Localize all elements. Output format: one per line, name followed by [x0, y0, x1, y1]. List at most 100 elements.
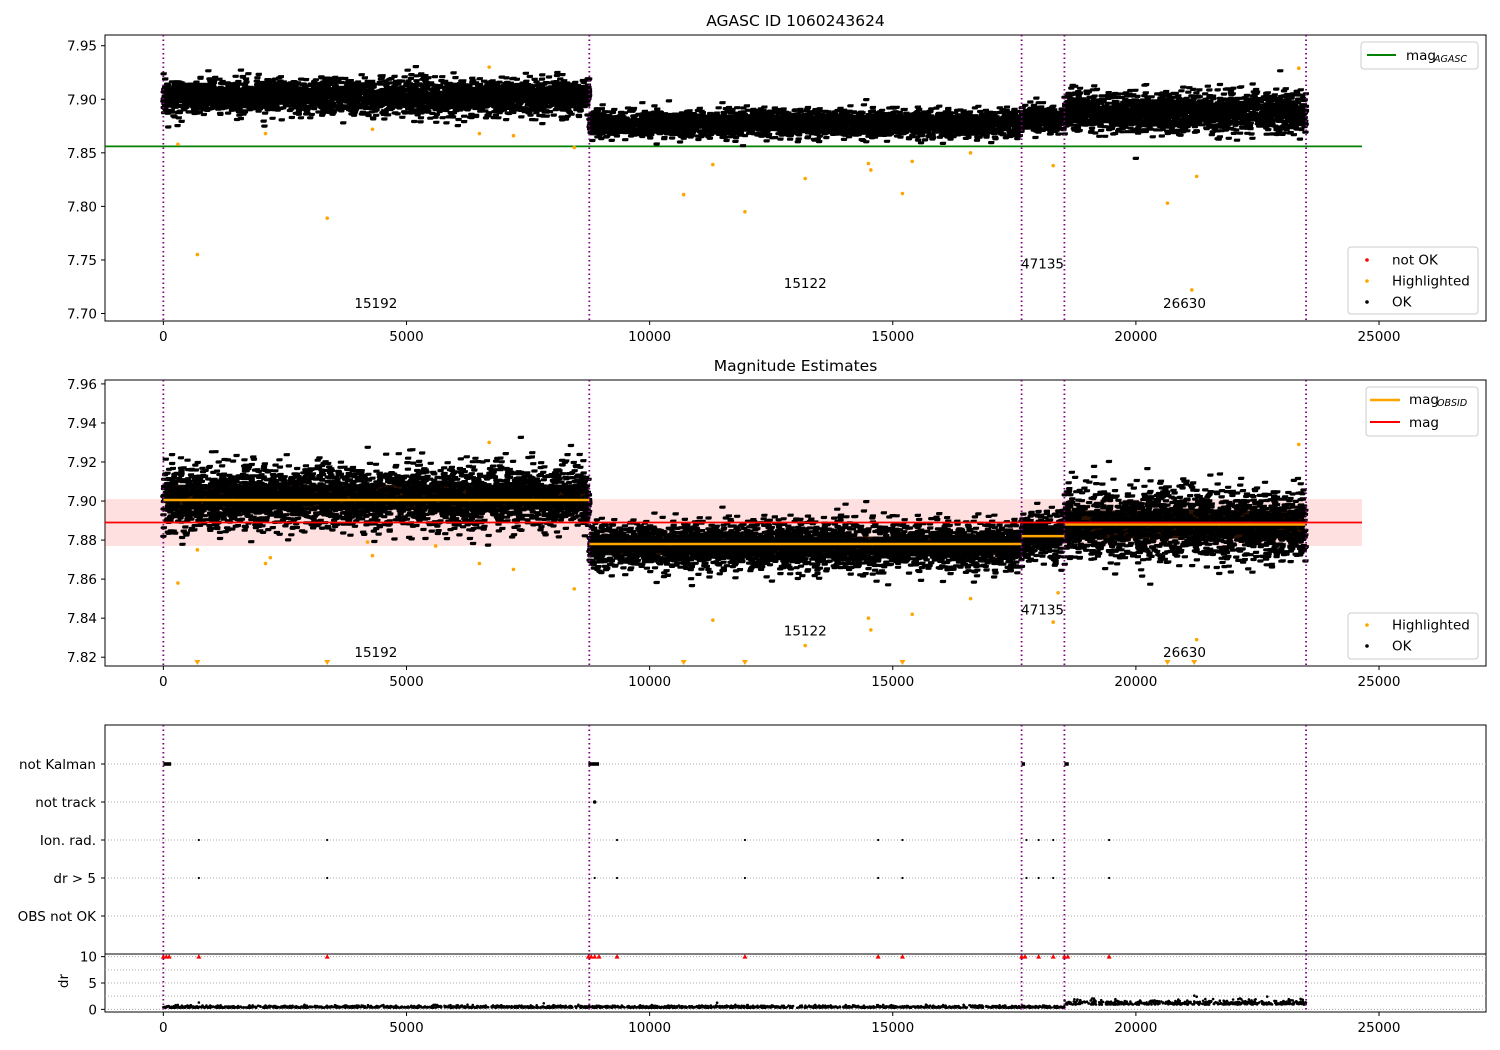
- flag-point: [743, 838, 747, 842]
- highlighted-point: [487, 440, 491, 445]
- clipped-highlighted-marker: [1191, 660, 1198, 665]
- highlighted-point: [1194, 174, 1199, 179]
- legend-marker: [1365, 279, 1369, 283]
- y-tick-label: 7.75: [67, 253, 97, 269]
- highlighted-point: [910, 612, 915, 617]
- legend-box: [1347, 246, 1479, 315]
- x-tick-label: 0: [159, 329, 168, 345]
- highlighted-point: [511, 133, 516, 138]
- x-tick-label: 25000: [1358, 674, 1401, 690]
- legend-label: mag: [1406, 48, 1436, 64]
- y-tick-label: 7.90: [67, 92, 97, 108]
- flag-point: [197, 876, 200, 880]
- highlighted-point: [711, 618, 715, 622]
- dr-capped-marker: [875, 954, 881, 959]
- highlighted-point: [477, 561, 482, 566]
- flag-point: [326, 838, 329, 842]
- flag-point: [615, 838, 619, 842]
- magnitude-estimates-panel: Magnitude Estimates 15192 15122 47135 26630 0…: [67, 357, 1487, 690]
- highlighted-point: [968, 151, 973, 155]
- legend-subscript: AGASC: [1433, 54, 1467, 65]
- dr-capped-marker: [1036, 954, 1042, 959]
- dr-capped-marker: [614, 954, 620, 959]
- y-tick-label: 7.80: [67, 199, 97, 215]
- highlighted-point: [1296, 442, 1301, 447]
- legend-marker: [1365, 623, 1369, 627]
- obsid-label: 47135: [1021, 257, 1064, 273]
- ok-points: [160, 65, 1310, 161]
- highlighted-point: [433, 544, 438, 548]
- clipped-highlighted-marker: [680, 660, 687, 665]
- flag-point: [593, 876, 596, 880]
- flag-point: [1025, 876, 1028, 880]
- highlighted-point: [263, 561, 268, 566]
- flag-category-label: not Kalman: [19, 757, 96, 773]
- x-tick-label: 15000: [871, 329, 914, 345]
- flags-panel: not Kalman not track Ion. rad. dr > 5 OBS no…: [18, 724, 1487, 955]
- legend-box: [1360, 41, 1479, 70]
- flag-category-label: not track: [35, 795, 96, 811]
- y-tick-label: 10: [80, 950, 97, 966]
- dr-point: [197, 1001, 201, 1004]
- legend-marker: [1365, 644, 1369, 648]
- highlighted-point: [1165, 201, 1170, 205]
- flag-segment: [1021, 762, 1026, 766]
- dr-panel: 0 5 10 dr 0 5000 10000 15000 20000 25000: [56, 950, 1487, 1036]
- x-tick-label: 25000: [1358, 329, 1401, 345]
- x-tick-label: 0: [159, 674, 168, 690]
- dr-capped-marker: [324, 954, 330, 959]
- x-tick-label: 0: [159, 1020, 168, 1036]
- flag-point: [901, 838, 904, 842]
- dr-capped-marker: [1065, 954, 1071, 959]
- axes-frame: [104, 34, 1487, 322]
- dr-point: [1195, 995, 1198, 999]
- y-tick-label: 7.90: [67, 494, 97, 510]
- highlighted-point: [1194, 637, 1199, 642]
- dr-capped-marker: [742, 954, 748, 959]
- flag-point: [877, 838, 880, 842]
- flag-segment: [588, 762, 600, 766]
- x-tick-label: 20000: [1114, 1020, 1157, 1036]
- dr-capped-marker: [592, 954, 598, 959]
- legend-label: mag: [1409, 415, 1439, 431]
- highlighted-point: [572, 145, 577, 150]
- highlighted-point: [195, 548, 200, 552]
- highlighted-point: [681, 192, 686, 197]
- highlighted-point: [968, 596, 973, 601]
- clipped-highlighted-marker: [1164, 660, 1171, 665]
- y-axis-label: dr: [56, 973, 72, 988]
- highlighted-point: [176, 142, 180, 147]
- flag-category-label: Ion. rad.: [40, 833, 96, 849]
- flag-category-label: OBS not OK: [18, 909, 98, 925]
- highlighted-point: [900, 191, 905, 196]
- obsid-label: 15122: [784, 276, 827, 292]
- obsid-label: 15122: [784, 624, 827, 640]
- flag-point: [1108, 838, 1111, 842]
- obsid-label: 47135: [1021, 602, 1064, 618]
- chart-title: AGASC ID 1060243624: [706, 12, 885, 30]
- x-tick-label: 15000: [871, 674, 914, 690]
- flag-point: [326, 876, 329, 880]
- highlighted-point: [325, 216, 330, 220]
- chart-title: Magnitude Estimates: [714, 357, 878, 375]
- dr-capped-marker: [1061, 954, 1067, 959]
- y-tick-label: 5: [88, 976, 97, 992]
- highlighted-point: [195, 252, 200, 257]
- x-tick-label: 10000: [628, 1020, 671, 1036]
- y-tick-label: 7.88: [67, 533, 97, 549]
- highlighted-point: [1296, 66, 1301, 71]
- legend-label: Highlighted: [1392, 618, 1470, 634]
- clipped-highlighted-marker: [741, 660, 748, 665]
- flag-segment: [163, 762, 172, 766]
- flag-point: [1025, 838, 1028, 842]
- x-tick-label: 5000: [389, 1020, 423, 1036]
- obsid-label: 15192: [354, 296, 397, 312]
- highlighted-point: [910, 159, 915, 164]
- highlighted-point: [370, 127, 375, 132]
- y-tick-label: 7.82: [67, 650, 97, 666]
- highlighted-point: [365, 540, 370, 544]
- highlighted-point: [866, 616, 871, 620]
- y-tick-label: 7.92: [67, 455, 97, 471]
- dr-capped-marker: [1050, 954, 1056, 959]
- y-tick-label: 7.94: [67, 416, 97, 432]
